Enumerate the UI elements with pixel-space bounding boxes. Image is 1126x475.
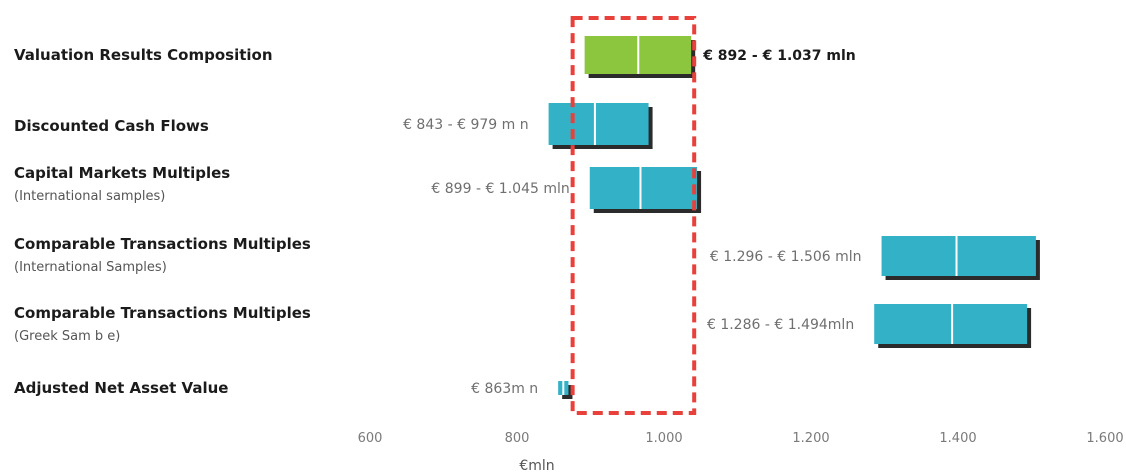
- bar-range: [589, 167, 698, 209]
- category-title: Comparable Transactions Multiples: [14, 304, 311, 322]
- labels-layer: Valuation Results Composition € 892 - € 1…: [14, 46, 862, 397]
- range-label: € 892 - € 1.037 mln: [702, 48, 856, 64]
- category-title: Discounted Cash Flows: [14, 117, 209, 135]
- bar-range: [548, 103, 649, 145]
- x-tick-label: 1.200: [792, 431, 829, 446]
- category-title: Adjusted Net Asset Value: [14, 379, 228, 397]
- x-tick-label: 600: [358, 431, 383, 446]
- category-title: Comparable Transactions Multiples: [14, 235, 311, 253]
- x-tick-label: 1.400: [939, 431, 976, 446]
- bar-range: [874, 304, 1028, 344]
- category-subtitle: (International Samples): [14, 260, 167, 275]
- category-title: Capital Markets Multiples: [14, 164, 230, 182]
- range-label: € 863m n: [471, 381, 538, 397]
- range-label: € 843 - € 979 m n: [403, 117, 529, 133]
- bar-range: [881, 236, 1036, 276]
- range-label: € 1.296 - € 1.506 mln: [710, 249, 862, 265]
- range-label: € 899 - € 1.045 mln: [431, 181, 569, 197]
- highlight-range-box: [570, 16, 697, 415]
- category-title: Valuation Results Composition: [14, 46, 273, 64]
- x-axis-label: €mln: [519, 458, 554, 474]
- x-tick-label: 1.000: [645, 431, 682, 446]
- range-label: € 1.286 - € 1.494mln: [707, 317, 854, 333]
- bars-layer: [548, 36, 1040, 399]
- category-subtitle: (International samples): [14, 189, 165, 204]
- x-tick-label: 1.600: [1086, 431, 1123, 446]
- x-axis: 600 800 1.000 1.200 1.400 1.600: [358, 431, 1124, 446]
- category-subtitle: (Greek Sam b e): [14, 329, 120, 344]
- x-tick-label: 800: [505, 431, 530, 446]
